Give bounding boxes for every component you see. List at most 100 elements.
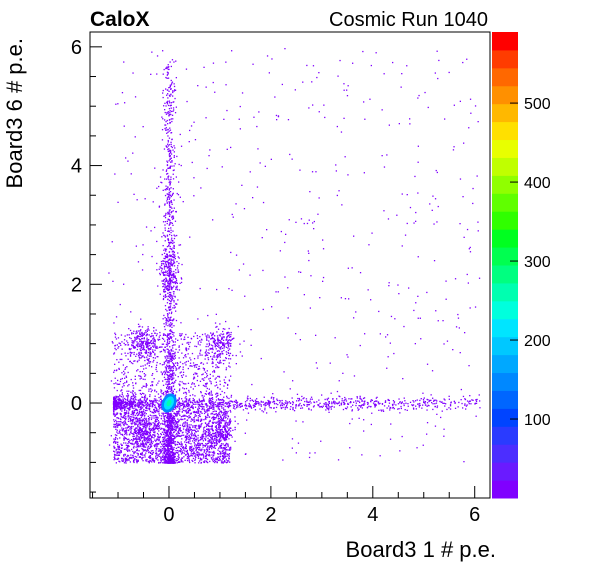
heatmap-cell xyxy=(219,388,221,390)
heatmap-cell xyxy=(190,424,192,426)
heatmap-cell xyxy=(136,412,138,414)
heatmap-cell xyxy=(166,256,169,259)
heatmap-cell xyxy=(175,443,177,446)
heatmap-cell xyxy=(219,399,221,401)
heatmap-cell xyxy=(426,405,428,407)
heatmap-cell xyxy=(125,459,127,461)
heatmap-cell xyxy=(167,187,169,189)
heatmap-cell xyxy=(166,348,168,350)
heatmap-cell xyxy=(168,227,170,230)
heatmap-cell xyxy=(208,423,210,425)
heatmap-cell xyxy=(168,444,171,446)
heatmap-cell xyxy=(193,383,195,385)
heatmap-cell xyxy=(128,415,130,417)
heatmap-cell xyxy=(167,145,169,147)
heatmap-cell xyxy=(174,381,176,383)
heatmap-cell xyxy=(115,397,117,399)
heatmap-cell xyxy=(144,395,146,398)
heatmap-cell xyxy=(148,461,150,463)
heatmap-cell xyxy=(133,351,135,354)
heatmap-cell xyxy=(164,390,166,392)
heatmap-cell xyxy=(127,393,129,395)
heatmap-cell xyxy=(171,207,173,209)
heatmap-cell xyxy=(137,424,139,427)
heatmap-cell xyxy=(192,426,194,428)
heatmap-cell xyxy=(163,462,166,464)
heatmap-cell xyxy=(130,397,132,399)
heatmap-cell xyxy=(122,364,124,366)
heatmap-cell xyxy=(145,430,147,433)
heatmap-cell xyxy=(120,451,122,454)
heatmap-cell xyxy=(307,401,310,403)
heatmap-cell xyxy=(137,419,139,422)
heatmap-cell xyxy=(168,381,170,383)
heatmap-cell xyxy=(209,420,211,422)
heatmap-cell xyxy=(380,409,382,411)
heatmap-cell xyxy=(149,361,152,363)
heatmap-cell xyxy=(205,449,207,451)
heatmap-cell xyxy=(165,429,167,431)
heatmap-cell xyxy=(170,104,172,107)
heatmap-cell xyxy=(205,354,207,356)
heatmap-cell xyxy=(176,362,178,364)
heatmap-cell xyxy=(169,386,171,388)
heatmap-cell xyxy=(171,362,174,364)
heatmap-cell xyxy=(170,287,173,289)
heatmap-cell xyxy=(475,400,478,402)
heatmap-cell xyxy=(182,387,184,389)
heatmap-cell xyxy=(205,383,208,385)
heatmap-cell xyxy=(124,437,127,440)
heatmap-cell xyxy=(174,453,176,456)
heatmap-cell xyxy=(130,395,133,398)
heatmap-cell xyxy=(182,428,185,430)
heatmap-cell xyxy=(162,449,164,451)
heatmap-cell xyxy=(343,402,345,404)
heatmap-cell xyxy=(465,408,467,410)
heatmap-cell xyxy=(198,462,200,464)
heatmap-cell xyxy=(191,450,193,453)
heatmap-cell xyxy=(255,403,257,405)
heatmap-cell xyxy=(150,391,152,393)
heatmap-cell xyxy=(165,456,168,458)
heatmap-cell xyxy=(168,137,171,139)
heatmap-cell xyxy=(122,402,125,404)
heatmap-cell xyxy=(208,416,210,418)
heatmap-cell xyxy=(177,421,179,424)
heatmap-cell xyxy=(213,340,216,342)
heatmap-cell xyxy=(164,189,166,191)
heatmap-cell xyxy=(173,335,175,337)
heatmap-cell xyxy=(332,398,334,400)
heatmap-cell xyxy=(138,419,140,421)
heatmap-cell xyxy=(187,435,189,437)
heatmap-cell xyxy=(120,399,122,402)
heatmap-cell xyxy=(121,400,123,402)
heatmap-cell xyxy=(173,452,175,454)
heatmap-cell xyxy=(164,294,167,296)
heatmap-cell xyxy=(444,399,446,401)
heatmap-cell xyxy=(141,452,143,455)
heatmap-cell xyxy=(221,336,223,338)
heatmap-cell xyxy=(166,384,169,386)
heatmap-cell xyxy=(163,453,165,455)
heatmap-cell xyxy=(148,462,150,464)
heatmap-cell xyxy=(171,392,173,394)
heatmap-cell xyxy=(142,460,144,462)
heatmap-cell xyxy=(181,333,183,335)
heatmap-cell xyxy=(206,424,209,426)
heatmap-cell xyxy=(169,222,171,224)
heatmap-cell xyxy=(113,352,116,354)
heatmap-cell xyxy=(169,441,171,444)
heatmap-cell xyxy=(128,400,130,402)
heatmap-cell xyxy=(191,431,193,433)
heatmap-cell xyxy=(171,369,173,372)
heatmap-cell xyxy=(168,198,170,200)
heatmap-cell xyxy=(216,404,218,406)
heatmap-cell xyxy=(219,446,221,448)
heatmap-cell xyxy=(194,453,196,455)
heatmap-cell xyxy=(168,201,170,203)
heatmap-cell xyxy=(167,451,169,453)
heatmap-cell xyxy=(118,446,121,449)
heatmap-cell xyxy=(124,454,127,456)
heatmap-cell xyxy=(169,214,171,216)
heatmap-cell xyxy=(202,440,204,442)
